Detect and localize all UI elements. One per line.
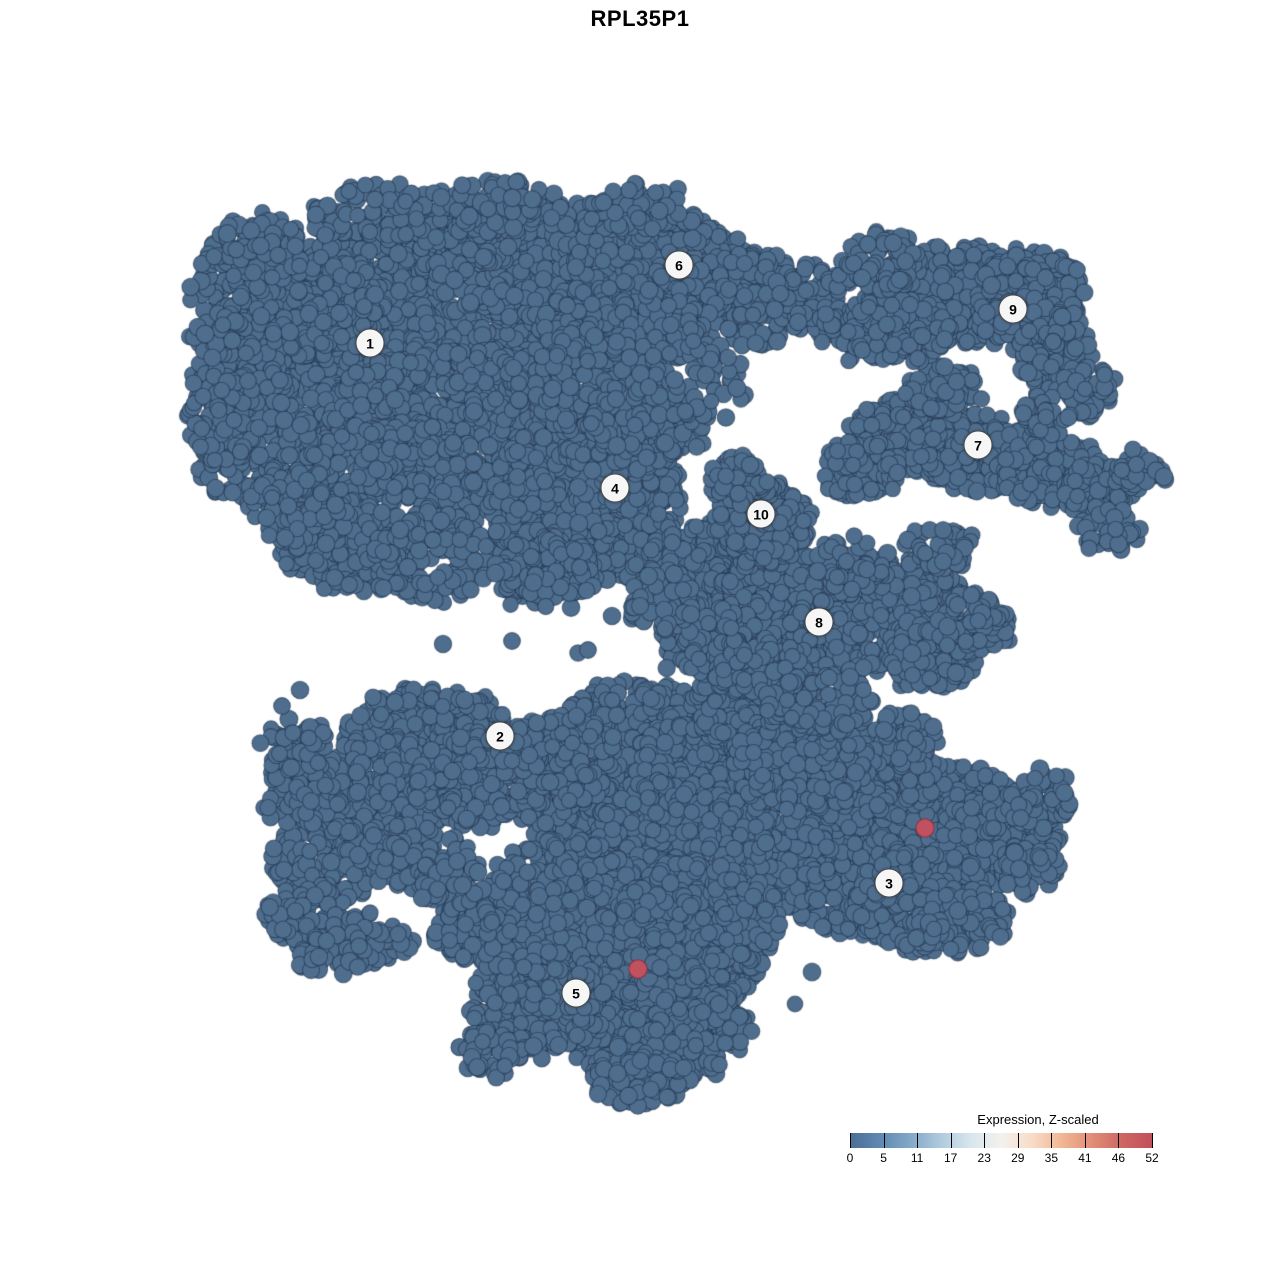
cluster-label-4: 4	[600, 473, 630, 503]
cluster-label-8: 8	[804, 607, 834, 637]
cluster-label-10: 10	[746, 499, 776, 529]
cluster-label-9: 9	[998, 294, 1028, 324]
cluster-label-5: 5	[561, 978, 591, 1008]
cluster-label-6: 6	[664, 250, 694, 280]
cluster-label-1: 1	[355, 328, 385, 358]
cluster-label-3: 3	[874, 868, 904, 898]
cluster-label-7: 7	[963, 430, 993, 460]
cluster-label-2: 2	[485, 721, 515, 751]
page-title: RPL35P1	[590, 6, 690, 31]
